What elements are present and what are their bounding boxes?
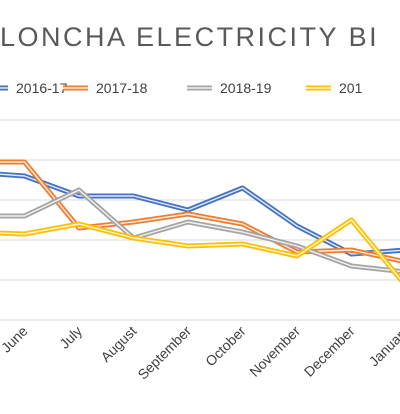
series-1-line [0, 171, 400, 257]
chart-title: LONCHA ELECTRICITY BI [0, 22, 379, 52]
x-tick-label: December [301, 323, 358, 380]
series-line-outer [0, 217, 400, 283]
x-tick-label: October [202, 323, 249, 370]
x-tick-label: September [134, 323, 194, 383]
x-tick-label: June [0, 323, 31, 356]
legend: 2016-17 2017-18 2018-19 201 [0, 80, 363, 96]
series-2-line [0, 159, 400, 264]
series-line-highlight [0, 189, 400, 273]
series-line-outer [0, 171, 400, 257]
x-tick-label: August [97, 323, 139, 365]
x-tick-label: January [366, 323, 400, 370]
legend-label: 201 [339, 80, 363, 96]
gridlines [0, 119, 400, 321]
legend-label: 2018-19 [220, 80, 272, 96]
series-lines [0, 159, 400, 283]
x-axis-labels: MayJuneJulyAugustSeptemberOctoberNovembe… [0, 323, 400, 383]
series-line-highlight [0, 173, 400, 255]
x-tick-label: July [56, 323, 85, 352]
legend-item-1: 2016-17 [0, 80, 68, 96]
x-tick-label: November [246, 323, 303, 380]
series-line-highlight [0, 161, 400, 262]
legend-item-4: 201 [306, 80, 363, 96]
series-4-line [0, 217, 400, 283]
legend-item-2: 2017-18 [63, 80, 148, 96]
series-3-line [0, 187, 400, 274]
legend-label: 2017-18 [96, 80, 148, 96]
legend-item-3: 2018-19 [187, 80, 272, 96]
legend-label: 2016-17 [16, 80, 68, 96]
series-line-highlight [0, 219, 400, 280]
